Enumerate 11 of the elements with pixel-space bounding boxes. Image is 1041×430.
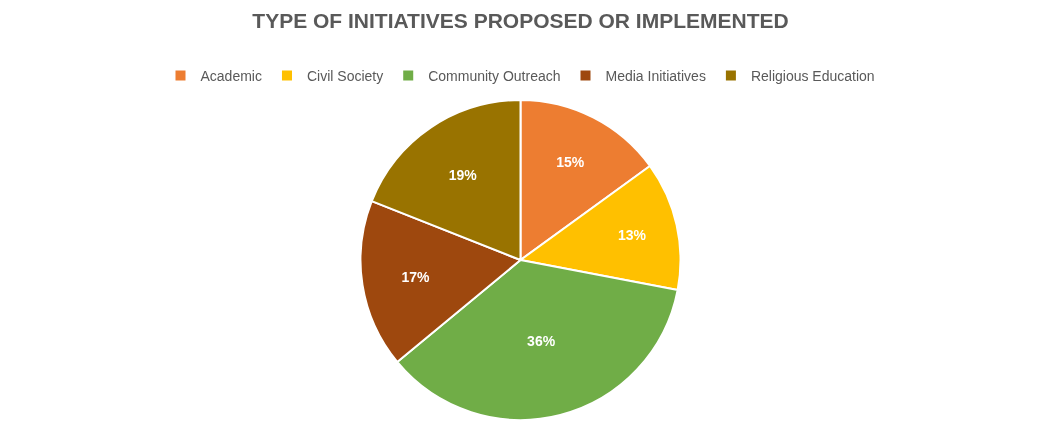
legend-label: Religious Education xyxy=(750,68,875,85)
legend-label: Academic xyxy=(200,68,262,85)
legend-label: Community Outreach xyxy=(428,68,561,85)
data-label: 15% xyxy=(556,153,585,170)
data-label: 19% xyxy=(448,167,478,184)
chart-title: TYPE OF INITIATIVES PROPOSED OR IMPLEMENTED xyxy=(252,8,789,32)
data-label: 13% xyxy=(617,227,647,244)
data-label: 36% xyxy=(527,333,556,350)
legend-label: Media Initiatives xyxy=(605,68,706,85)
data-label: 17% xyxy=(401,268,431,285)
legend-label: Civil Society xyxy=(306,68,384,85)
